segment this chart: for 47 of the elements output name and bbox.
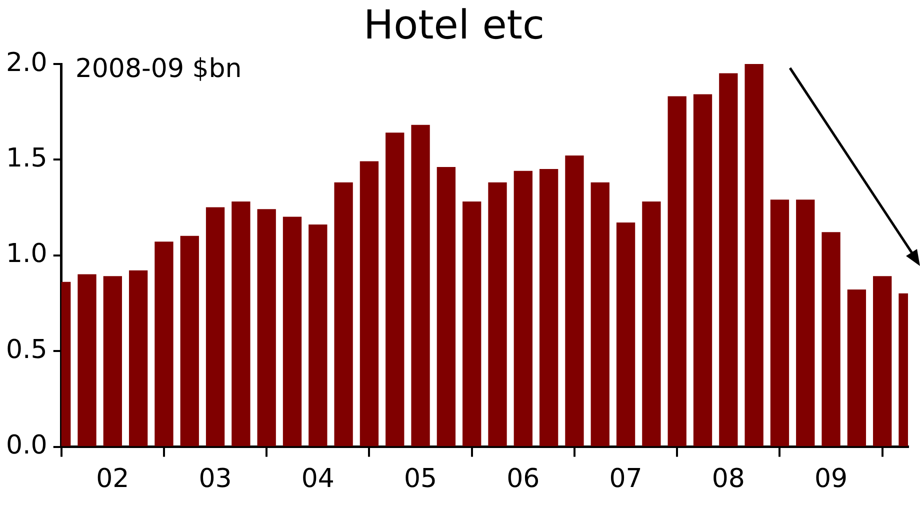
x-tick-label: 09 (814, 464, 848, 494)
bar (693, 94, 712, 446)
bar (462, 201, 482, 446)
x-tick-label: 05 (404, 464, 438, 494)
bar (308, 224, 328, 446)
bar (257, 209, 276, 446)
bar (232, 201, 250, 446)
bar (334, 182, 353, 446)
x-tick-label: 07 (609, 464, 642, 494)
bar (847, 290, 866, 446)
bar (282, 216, 302, 446)
bar (668, 96, 686, 446)
y-tick-label: 1.0 (6, 239, 48, 270)
bar (590, 182, 610, 446)
chart-title: Hotel etc (364, 2, 544, 48)
x-tick-label: 08 (712, 464, 745, 494)
bar (719, 73, 738, 446)
bar (386, 132, 404, 446)
bar (796, 200, 815, 446)
y-tick-label: 0.0 (6, 430, 48, 461)
y-tick-label: 2.0 (6, 48, 48, 78)
bar (642, 201, 661, 446)
bar (616, 222, 636, 446)
bar (822, 232, 840, 446)
y-tick-label: 0.5 (6, 334, 48, 365)
x-tick-label: 02 (96, 464, 130, 494)
x-tick-label: 04 (301, 464, 334, 494)
bar (744, 64, 764, 446)
bar (770, 200, 790, 446)
bar (154, 242, 174, 446)
x-tick-label: 06 (506, 464, 540, 494)
bar (103, 276, 122, 446)
bar (488, 182, 507, 446)
bar (78, 274, 96, 446)
bar (514, 170, 532, 446)
bar (873, 276, 892, 446)
bar (436, 167, 456, 446)
y-axis-title: 2008-09 $bn (75, 54, 242, 84)
bar (180, 236, 199, 446)
bar (206, 207, 225, 446)
bar (128, 270, 148, 446)
bar (360, 161, 379, 446)
x-tick-label: 03 (198, 464, 232, 494)
bar (565, 156, 584, 446)
y-tick-label: 1.5 (6, 143, 48, 174)
bar (411, 124, 430, 446)
bar (539, 168, 558, 446)
